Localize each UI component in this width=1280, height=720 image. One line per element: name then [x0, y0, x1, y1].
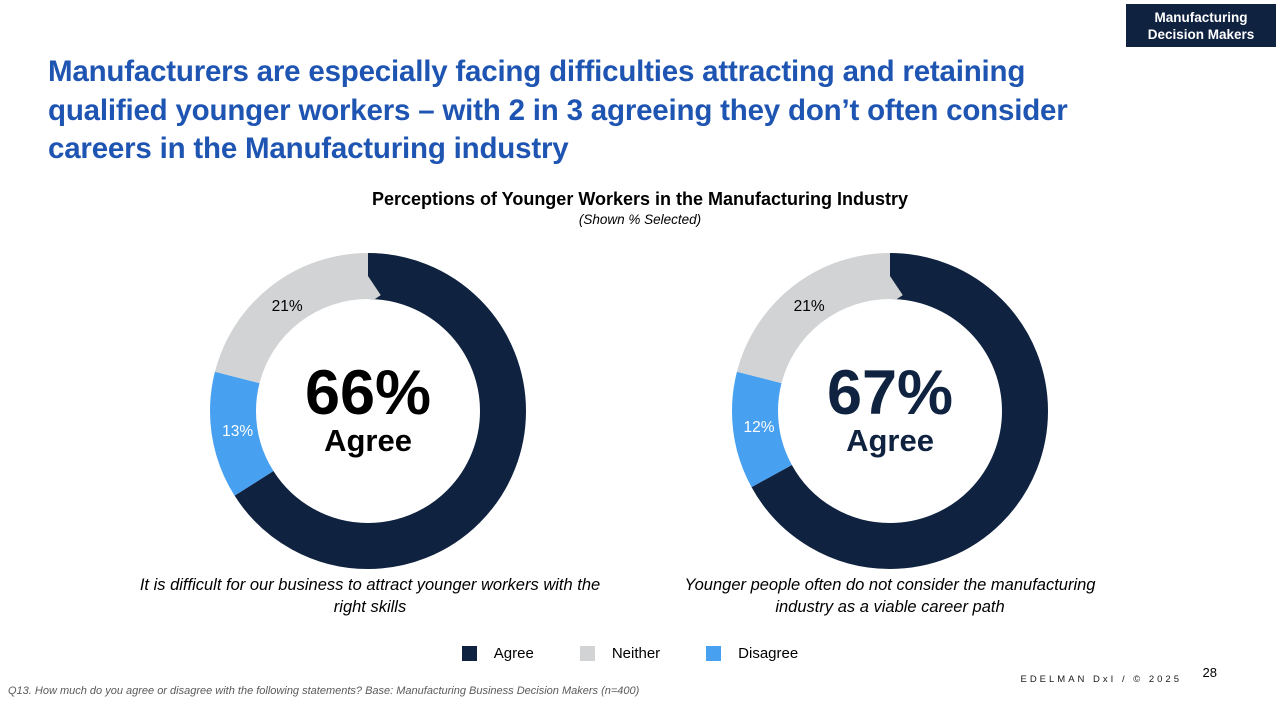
segment-data-label-disagree: 13% — [222, 422, 254, 440]
corner-badge: Manufacturing Decision Makers — [1126, 4, 1276, 47]
chart-title: Perceptions of Younger Workers in the Ma… — [371, 189, 909, 209]
chart-subtitle: (Shown % Selected) — [578, 212, 702, 227]
legend-label-disagree: Disagree — [738, 645, 799, 662]
brand-credit: EDELMAN DxI / © 2025 — [1020, 674, 1182, 685]
slide-title: Manufacturers are especially facing diff… — [48, 55, 1068, 165]
agree-swatch — [461, 646, 477, 661]
legend-label-neither: Neither — [611, 645, 661, 662]
page-number: 28 — [1202, 665, 1217, 680]
neither-swatch — [579, 646, 595, 661]
badge-line-2: Decision Makers — [1147, 26, 1255, 42]
donut-chart-attract-workers: 66% Agree 13% 21% — [210, 253, 526, 569]
badge-line-1: Manufacturing — [1154, 9, 1248, 25]
legend-item-neither: Neither — [579, 645, 661, 662]
donut-rings — [732, 253, 1048, 569]
segment-data-label-disagree: 12% — [743, 418, 775, 436]
donut-segment-disagree — [732, 253, 1048, 569]
segment-data-label-neither: 21% — [793, 297, 825, 315]
statement-left: It is difficult for our business to attr… — [139, 576, 601, 616]
disagree-swatch — [706, 646, 722, 661]
donut-segment-neither — [210, 253, 526, 569]
donut-segment-disagree — [210, 253, 526, 569]
segment-data-label-neither: 21% — [271, 297, 303, 315]
statement-right: Younger people often do not consider the… — [684, 576, 1096, 616]
donut-rings — [210, 253, 526, 569]
legend-item-agree: Agree — [461, 645, 534, 662]
legend-label-agree: Agree — [493, 645, 534, 662]
donut-segment-neither — [732, 253, 1048, 569]
source-note: Q13. How much do you agree or disagree w… — [8, 685, 640, 697]
legend-item-disagree: Disagree — [706, 645, 798, 662]
donut-chart-career-path: 67% Agree 12% 21% — [732, 253, 1048, 569]
chart-legend: Agree Neither Disagree — [0, 645, 1270, 662]
